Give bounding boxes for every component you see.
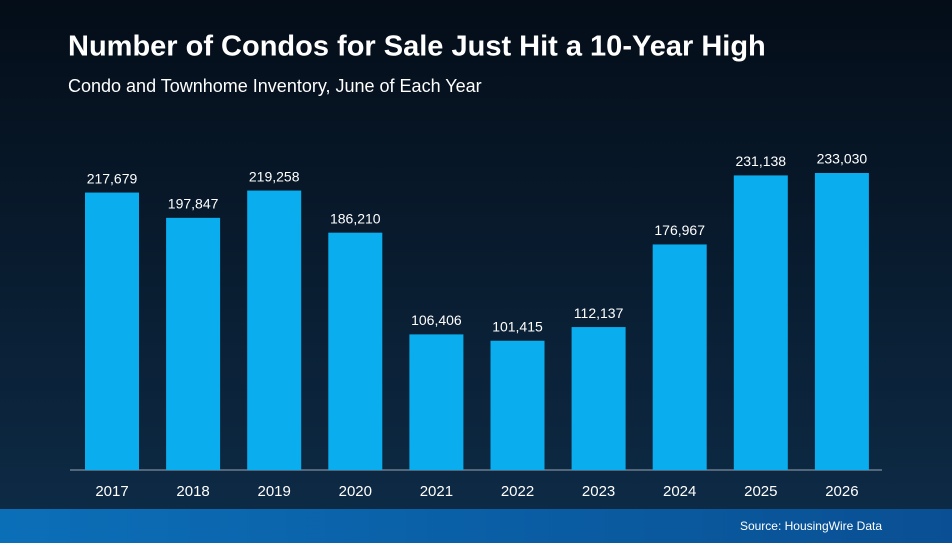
x-tick-label: 2026 xyxy=(825,483,858,500)
bar xyxy=(652,244,707,470)
x-tick-label: 2018 xyxy=(176,483,209,500)
x-tick-label: 2020 xyxy=(339,483,372,500)
x-tick-label: 2017 xyxy=(95,483,128,500)
chart-subtitle: Condo and Townhome Inventory, June of Ea… xyxy=(68,76,482,96)
value-label: 106,406 xyxy=(411,312,462,328)
value-label: 197,847 xyxy=(168,196,219,212)
value-label: 101,415 xyxy=(492,318,543,334)
bar xyxy=(247,190,302,470)
bar xyxy=(328,232,383,470)
x-tick-label: 2024 xyxy=(663,483,696,500)
bar xyxy=(490,340,545,470)
bar xyxy=(814,173,869,470)
bar xyxy=(85,192,139,470)
value-label: 186,210 xyxy=(330,210,381,226)
x-tick-label: 2025 xyxy=(744,483,777,500)
x-tick-label: 2023 xyxy=(582,483,615,500)
footer-strip xyxy=(0,509,952,543)
bar xyxy=(409,334,464,470)
value-label: 219,258 xyxy=(249,168,300,184)
bar xyxy=(166,217,221,470)
chart-title: Number of Condos for Sale Just Hit a 10-… xyxy=(68,31,766,63)
source: Source: HousingWire Data xyxy=(740,519,882,533)
value-label: 231,138 xyxy=(735,153,786,169)
bar xyxy=(733,175,788,470)
value-label: 233,030 xyxy=(817,151,868,167)
value-label: 176,967 xyxy=(654,222,705,238)
x-tick-label: 2019 xyxy=(258,483,291,500)
value-label: 217,679 xyxy=(87,170,138,186)
x-tick-label: 2022 xyxy=(501,483,534,500)
x-tick-label: 2021 xyxy=(420,483,453,500)
value-label: 112,137 xyxy=(574,305,624,321)
bar xyxy=(571,327,626,470)
